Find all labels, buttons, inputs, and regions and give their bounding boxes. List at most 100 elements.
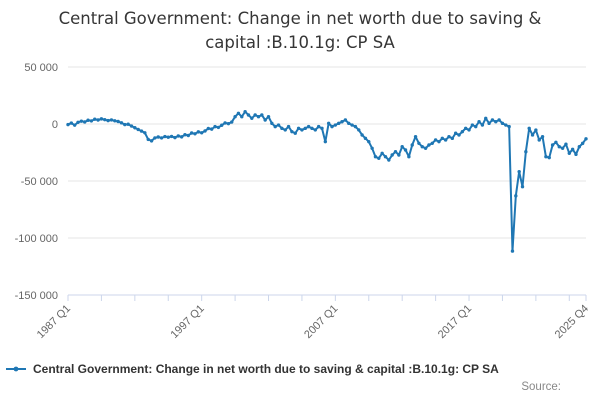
data-point[interactable] [236, 111, 241, 115]
data-point[interactable] [136, 127, 140, 132]
data-point[interactable] [96, 118, 100, 122]
data-point[interactable] [430, 141, 434, 145]
data-point[interactable] [470, 123, 475, 127]
data-point[interactable] [196, 130, 201, 134]
data-point[interactable] [283, 128, 287, 132]
data-point[interactable] [447, 134, 451, 139]
series-central-government[interactable] [66, 109, 588, 253]
data-point[interactable] [233, 115, 237, 119]
data-point[interactable] [460, 129, 465, 134]
data-point[interactable] [443, 138, 448, 142]
data-point[interactable] [126, 122, 130, 126]
data-point[interactable] [223, 121, 227, 125]
data-point[interactable] [527, 126, 531, 131]
data-point[interactable] [340, 120, 344, 124]
data-point[interactable] [69, 121, 74, 125]
data-point[interactable] [159, 136, 164, 140]
data-point[interactable] [584, 137, 588, 141]
data-point[interactable] [467, 128, 471, 132]
data-point[interactable] [216, 125, 221, 130]
data-point[interactable] [189, 131, 194, 135]
data-point[interactable] [103, 117, 107, 122]
data-point[interactable] [457, 133, 461, 137]
data-point[interactable] [407, 155, 411, 159]
data-point[interactable] [119, 121, 124, 125]
data-point[interactable] [243, 109, 247, 114]
data-point[interactable] [547, 155, 551, 160]
data-point[interactable] [490, 118, 495, 122]
data-point[interactable] [113, 119, 117, 123]
data-point[interactable] [166, 135, 170, 139]
data-point[interactable] [423, 146, 428, 150]
legend-item[interactable]: Central Government: Change in net worth … [5, 362, 597, 376]
data-point[interactable] [343, 118, 348, 122]
data-point[interactable] [397, 153, 401, 157]
data-point[interactable] [99, 117, 104, 121]
data-point[interactable] [326, 121, 331, 126]
data-point[interactable] [149, 139, 154, 143]
data-point[interactable] [393, 150, 398, 154]
data-point[interactable] [240, 115, 244, 119]
data-point[interactable] [450, 136, 455, 141]
data-point[interactable] [123, 122, 127, 127]
data-point[interactable] [290, 129, 294, 134]
data-point[interactable] [564, 142, 568, 146]
data-point[interactable] [337, 121, 341, 126]
data-point[interactable] [256, 115, 261, 119]
data-point[interactable] [537, 138, 541, 142]
data-point[interactable] [530, 133, 535, 137]
data-point[interactable] [153, 136, 157, 140]
data-point[interactable] [507, 124, 511, 129]
data-point[interactable] [179, 135, 184, 139]
data-point[interactable] [410, 143, 414, 147]
data-point[interactable] [226, 121, 231, 126]
data-point[interactable] [116, 119, 120, 124]
data-point[interactable] [557, 144, 561, 149]
data-point[interactable] [146, 137, 150, 142]
data-point[interactable] [106, 118, 110, 123]
data-point[interactable] [273, 124, 277, 129]
data-point[interactable] [433, 138, 438, 142]
data-point[interactable] [400, 144, 404, 149]
data-point[interactable] [93, 117, 97, 121]
data-point[interactable] [500, 121, 505, 126]
data-point[interactable] [66, 122, 70, 127]
data-point[interactable] [440, 136, 444, 141]
data-point[interactable] [293, 131, 297, 135]
data-point[interactable] [323, 139, 328, 144]
data-point[interactable] [320, 126, 324, 131]
data-point[interactable] [577, 144, 582, 149]
data-point[interactable] [570, 147, 575, 152]
data-point[interactable] [517, 169, 521, 174]
data-point[interactable] [213, 124, 217, 129]
data-point[interactable] [463, 126, 468, 131]
data-point[interactable] [474, 124, 478, 129]
data-point[interactable] [306, 124, 311, 129]
data-point[interactable] [173, 135, 177, 140]
data-point[interactable] [487, 121, 491, 126]
data-point[interactable] [387, 158, 391, 162]
data-point[interactable] [347, 121, 351, 126]
data-point[interactable] [403, 148, 408, 152]
data-point[interactable] [544, 155, 548, 159]
data-point[interactable] [560, 146, 565, 150]
data-point[interactable] [210, 127, 214, 131]
data-point[interactable] [303, 126, 307, 131]
data-point[interactable] [554, 140, 558, 145]
data-point[interactable] [193, 132, 197, 136]
data-point[interactable] [156, 135, 160, 139]
data-point[interactable] [109, 118, 114, 122]
data-point[interactable] [83, 120, 87, 124]
data-point[interactable] [367, 139, 371, 144]
data-point[interactable] [169, 134, 174, 139]
data-point[interactable] [76, 120, 80, 124]
data-point[interactable] [250, 116, 254, 121]
data-point[interactable] [377, 156, 381, 161]
data-point[interactable] [230, 120, 234, 124]
data-point[interactable] [133, 126, 137, 130]
data-point[interactable] [280, 126, 284, 131]
data-point[interactable] [253, 113, 257, 117]
data-point[interactable] [270, 121, 274, 126]
data-point[interactable] [480, 123, 485, 127]
data-point[interactable] [497, 118, 501, 122]
